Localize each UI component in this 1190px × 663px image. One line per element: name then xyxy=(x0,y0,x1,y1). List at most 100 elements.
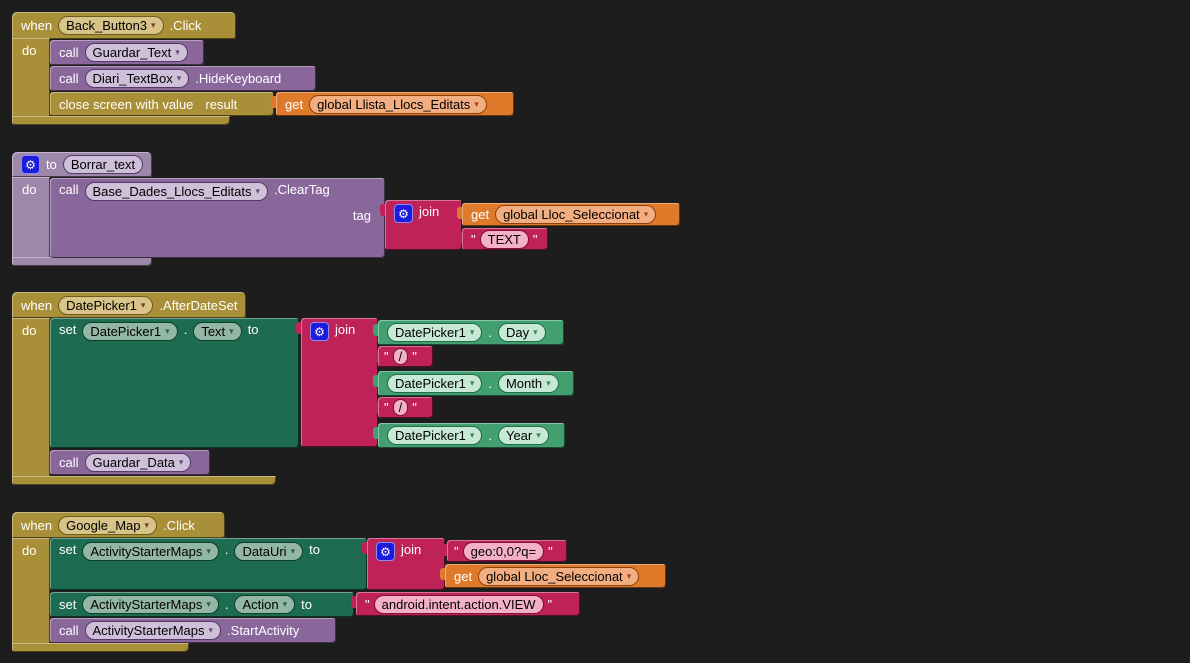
event-block-google-map-click[interactable]: when Google_Map ▾ .Click xyxy=(12,512,225,538)
component-dropdown-datepicker1[interactable]: DatePicker1 ▾ xyxy=(387,426,483,445)
get-global-llista-llocs-editats-block[interactable]: get global Llista_Llocs_Editats ▾ xyxy=(271,92,514,116)
chevron-down-icon: ▾ xyxy=(208,625,214,635)
mutator-icon[interactable]: ⚙ xyxy=(21,155,40,174)
call-label: call xyxy=(59,182,79,197)
component-dropdown-datepicker1[interactable]: DatePicker1 ▾ xyxy=(387,374,483,393)
join-block[interactable]: ⚙ join xyxy=(362,538,445,590)
call-guardar-text-block[interactable]: call Guardar_Text ▾ xyxy=(50,40,204,65)
open-quote: " xyxy=(384,349,389,364)
to-label: to xyxy=(247,322,259,337)
variable-dropdown-lloc-seleccionat[interactable]: global Lloc_Seleccionat ▾ xyxy=(478,566,640,586)
chevron-down-icon: ▾ xyxy=(165,326,170,336)
procedure-dropdown-guardar-text[interactable]: Guardar_Text ▾ xyxy=(84,43,188,62)
procedure-name-field[interactable]: Borrar_text xyxy=(62,155,144,174)
event-name-label: .Click xyxy=(163,517,195,533)
variable-dropdown-lloc-seleccionat[interactable]: global Lloc_Seleccionat ▾ xyxy=(495,205,657,224)
get-global-lloc-seleccionat-block[interactable]: get global Lloc_Seleccionat ▾ xyxy=(440,564,666,588)
text-string-block-slash[interactable]: " / " xyxy=(373,346,433,367)
event-block-body-left[interactable]: do xyxy=(12,538,50,652)
to-label: to xyxy=(301,597,312,612)
event-block-body-bottom xyxy=(12,476,276,485)
get-global-lloc-seleccionat-block[interactable]: get global Lloc_Seleccionat ▾ xyxy=(457,203,680,226)
component-dropdown-datepicker1[interactable]: DatePicker1 ▾ xyxy=(82,322,178,341)
text-value-field[interactable]: geo:0,0?q= xyxy=(462,541,545,561)
get-label: get xyxy=(471,207,490,222)
do-label: do xyxy=(22,543,37,558)
component-dropdown-base-dades[interactable]: Base_Dades_Llocs_Editats ▾ xyxy=(84,182,269,201)
chevron-down-icon: ▾ xyxy=(643,209,649,219)
event-block-body-left[interactable]: do xyxy=(12,38,50,125)
call-guardar-data-block[interactable]: call Guardar_Data ▾ xyxy=(50,450,210,475)
procedure-block-body-left[interactable]: do xyxy=(12,177,50,266)
variable-dropdown-llista-llocs-editats[interactable]: global Llista_Llocs_Editats ▾ xyxy=(309,94,487,114)
event-name-label: .AfterDateSet xyxy=(159,297,238,313)
procedure-block-borrar-text[interactable]: ⚙ to Borrar_text xyxy=(12,152,152,177)
call-startactivity-block[interactable]: call ActivityStarterMaps ▾ .StartActivit… xyxy=(50,618,336,643)
property-dot: . xyxy=(488,428,492,443)
method-name-label: .StartActivity xyxy=(227,623,300,638)
join-label: join xyxy=(335,322,356,337)
component-dropdown-activitystartermaps[interactable]: ActivityStarterMaps ▾ xyxy=(84,621,222,640)
component-dropdown-activitystartermaps[interactable]: ActivityStarterMaps ▾ xyxy=(82,595,219,614)
text-string-block-geo-uri[interactable]: " geo:0,0?q= " xyxy=(442,540,567,562)
component-dropdown-datepicker1[interactable]: DatePicker1 ▾ xyxy=(387,323,483,342)
getter-datepicker1-month-block[interactable]: DatePicker1 ▾ . Month ▾ xyxy=(373,371,574,396)
call-hidekeyboard-block[interactable]: call Diari_TextBox ▾ .HideKeyboard xyxy=(50,66,316,91)
event-block-body-left[interactable]: do xyxy=(12,318,50,485)
set-label: set xyxy=(59,322,77,337)
method-name-label: .ClearTag xyxy=(274,182,330,197)
procedure-dropdown-guardar-data[interactable]: Guardar_Data ▾ xyxy=(84,453,192,472)
component-dropdown-google-map[interactable]: Google_Map ▾ xyxy=(58,515,158,535)
chevron-down-icon: ▾ xyxy=(140,299,146,310)
procedure-block-body-bottom xyxy=(12,257,152,266)
chevron-down-icon: ▾ xyxy=(474,98,479,109)
close-screen-block[interactable]: close screen with value result xyxy=(50,92,274,116)
text-string-block-text[interactable]: " TEXT " xyxy=(457,228,548,250)
close-quote: " xyxy=(412,400,417,415)
text-value-field[interactable]: TEXT xyxy=(479,229,529,249)
text-string-block-intent-view[interactable]: " android.intent.action.VIEW " xyxy=(351,592,580,616)
property-dropdown-text[interactable]: Text ▾ xyxy=(193,322,242,341)
to-label: to xyxy=(46,157,57,172)
chevron-down-icon: ▾ xyxy=(469,430,475,440)
property-dropdown-datauri[interactable]: DataUri ▾ xyxy=(234,542,304,561)
chevron-down-icon: ▾ xyxy=(175,47,180,57)
component-dropdown-datepicker1[interactable]: DatePicker1 ▾ xyxy=(58,295,154,315)
when-label: when xyxy=(21,297,53,313)
open-quote: " xyxy=(454,543,459,559)
property-dropdown-month[interactable]: Month ▾ xyxy=(497,374,559,393)
mutator-icon[interactable]: ⚙ xyxy=(376,542,395,561)
chevron-down-icon: ▾ xyxy=(533,327,538,337)
getter-datepicker1-year-block[interactable]: DatePicker1 ▾ . Year ▾ xyxy=(373,423,565,448)
chevron-down-icon: ▾ xyxy=(178,457,184,467)
chevron-down-icon: ▾ xyxy=(206,599,211,609)
close-quote: " xyxy=(548,543,553,559)
text-value-field[interactable]: android.intent.action.VIEW xyxy=(373,594,544,614)
join-block[interactable]: ⚙ join xyxy=(380,200,462,250)
set-label: set xyxy=(59,542,77,557)
to-label: to xyxy=(309,542,320,557)
set-activitystartermaps-datauri-block[interactable]: set ActivityStarterMaps ▾ . DataUri ▾ to xyxy=(50,538,367,590)
event-block-datepicker1-afterdateset[interactable]: when DatePicker1 ▾ .AfterDateSet xyxy=(12,292,246,318)
property-dropdown-action[interactable]: Action ▾ xyxy=(234,595,296,614)
component-dropdown-activitystartermaps[interactable]: ActivityStarterMaps ▾ xyxy=(82,542,219,561)
set-datepicker1-text-block[interactable]: set DatePicker1 ▾ . Text ▾ to xyxy=(50,318,299,448)
text-string-block-slash[interactable]: " / " xyxy=(373,397,433,418)
property-dropdown-day[interactable]: Day ▾ xyxy=(497,323,546,342)
property-dot: . xyxy=(488,376,492,391)
get-label: get xyxy=(285,96,304,112)
text-value-field[interactable]: / xyxy=(392,348,409,365)
component-dropdown-diari-textbox[interactable]: Diari_TextBox ▾ xyxy=(84,69,190,88)
getter-datepicker1-day-block[interactable]: DatePicker1 ▾ . Day ▾ xyxy=(373,320,564,345)
chevron-down-icon: ▾ xyxy=(151,20,156,30)
mutator-icon[interactable]: ⚙ xyxy=(310,322,329,341)
text-value-field[interactable]: / xyxy=(392,399,409,416)
property-dropdown-year[interactable]: Year ▾ xyxy=(497,426,549,445)
mutator-icon[interactable]: ⚙ xyxy=(394,204,413,223)
join-block[interactable]: ⚙ join xyxy=(296,318,378,447)
component-dropdown-back-button3[interactable]: Back_Button3 ▾ xyxy=(58,16,164,35)
call-cleartag-block[interactable]: call Base_Dades_Llocs_Editats ▾ .ClearTa… xyxy=(50,178,385,258)
set-activitystartermaps-action-block[interactable]: set ActivityStarterMaps ▾ . Action ▾ to xyxy=(50,592,354,617)
event-block-back-button3-click[interactable]: when Back_Button3 ▾ .Click xyxy=(12,12,236,39)
